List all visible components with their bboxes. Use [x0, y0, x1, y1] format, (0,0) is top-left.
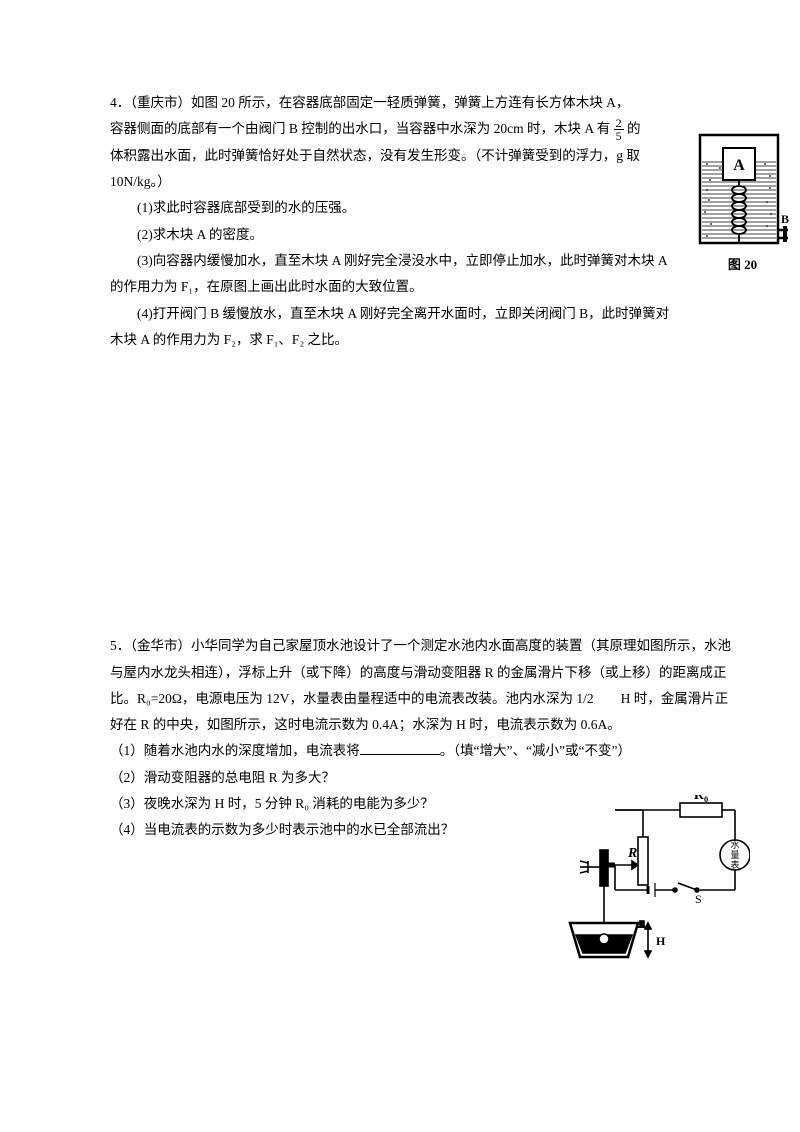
fraction-numerator: 2 — [614, 117, 624, 130]
svg-text:R: R — [627, 846, 637, 861]
q4-part2: (2)求木块 A 的密度。 — [110, 222, 680, 248]
q4-text-b1: 容器侧面的底部有一个由阀门 B 控制的出水口，当容器中水深为 20cm 时，木块… — [110, 121, 610, 136]
q5-part2: （2）滑动变阻器的总电阻 R 为多大？ — [110, 765, 740, 791]
fraction-denominator: 5 — [614, 130, 624, 142]
question-source: （重庆市） — [130, 95, 191, 110]
question-number: 5． — [110, 638, 130, 653]
question-source: （金华市） — [130, 638, 191, 653]
q4-text-a: 如图 20 所示，在容器底部固定一轻质弹簧，弹簧上方连有长方体木块 A， — [191, 95, 629, 110]
circuit-figure: R₀ R S 水 量 表 H — [520, 795, 750, 984]
svg-text:S: S — [695, 892, 702, 906]
fill-blank — [360, 754, 440, 755]
q4-part4: (4)打开阀门 B 缓慢放水，直至木块 A 刚好完全离开水面时，立即关闭阀门 B… — [110, 301, 680, 354]
svg-text:R₀: R₀ — [694, 795, 708, 803]
question-number: 4． — [110, 95, 130, 110]
svg-text:H: H — [656, 934, 666, 948]
svg-text:B: B — [781, 212, 789, 226]
svg-text:水: 水 — [730, 839, 739, 850]
q4-part1: (1)求此时容器底部受到的水的压强。 — [110, 195, 680, 221]
q4-text-c: 体积露出水面，此时弹簧恰好处于自然状态，没有发生形变。（不计弹簧受到的浮力，g … — [110, 143, 680, 196]
q5-p1b: 。（填“增大”、“减小”或“不变”） — [440, 743, 631, 758]
figure-20: A B 图 20 — [695, 130, 790, 277]
q4-text-b2: 的 — [627, 121, 641, 136]
q5-intro: 小华同学为自己家屋顶水池设计了一个测定水池内水面高度的装置（其原理如图所示，水池… — [110, 638, 731, 732]
q5-p1a: （1）随着水池内水的深度增加，电流表将 — [110, 743, 360, 758]
figure-20-caption: 图 20 — [695, 252, 790, 277]
svg-text:表: 表 — [730, 859, 739, 870]
fraction: 2 5 — [614, 117, 624, 142]
svg-text:A: A — [733, 157, 745, 174]
svg-text:量: 量 — [730, 850, 739, 860]
q4-part3: (3)向容器内缓慢加水，直至木块 A 刚好完全浸没水中，立即停止加水，此时弹簧对… — [110, 248, 680, 301]
